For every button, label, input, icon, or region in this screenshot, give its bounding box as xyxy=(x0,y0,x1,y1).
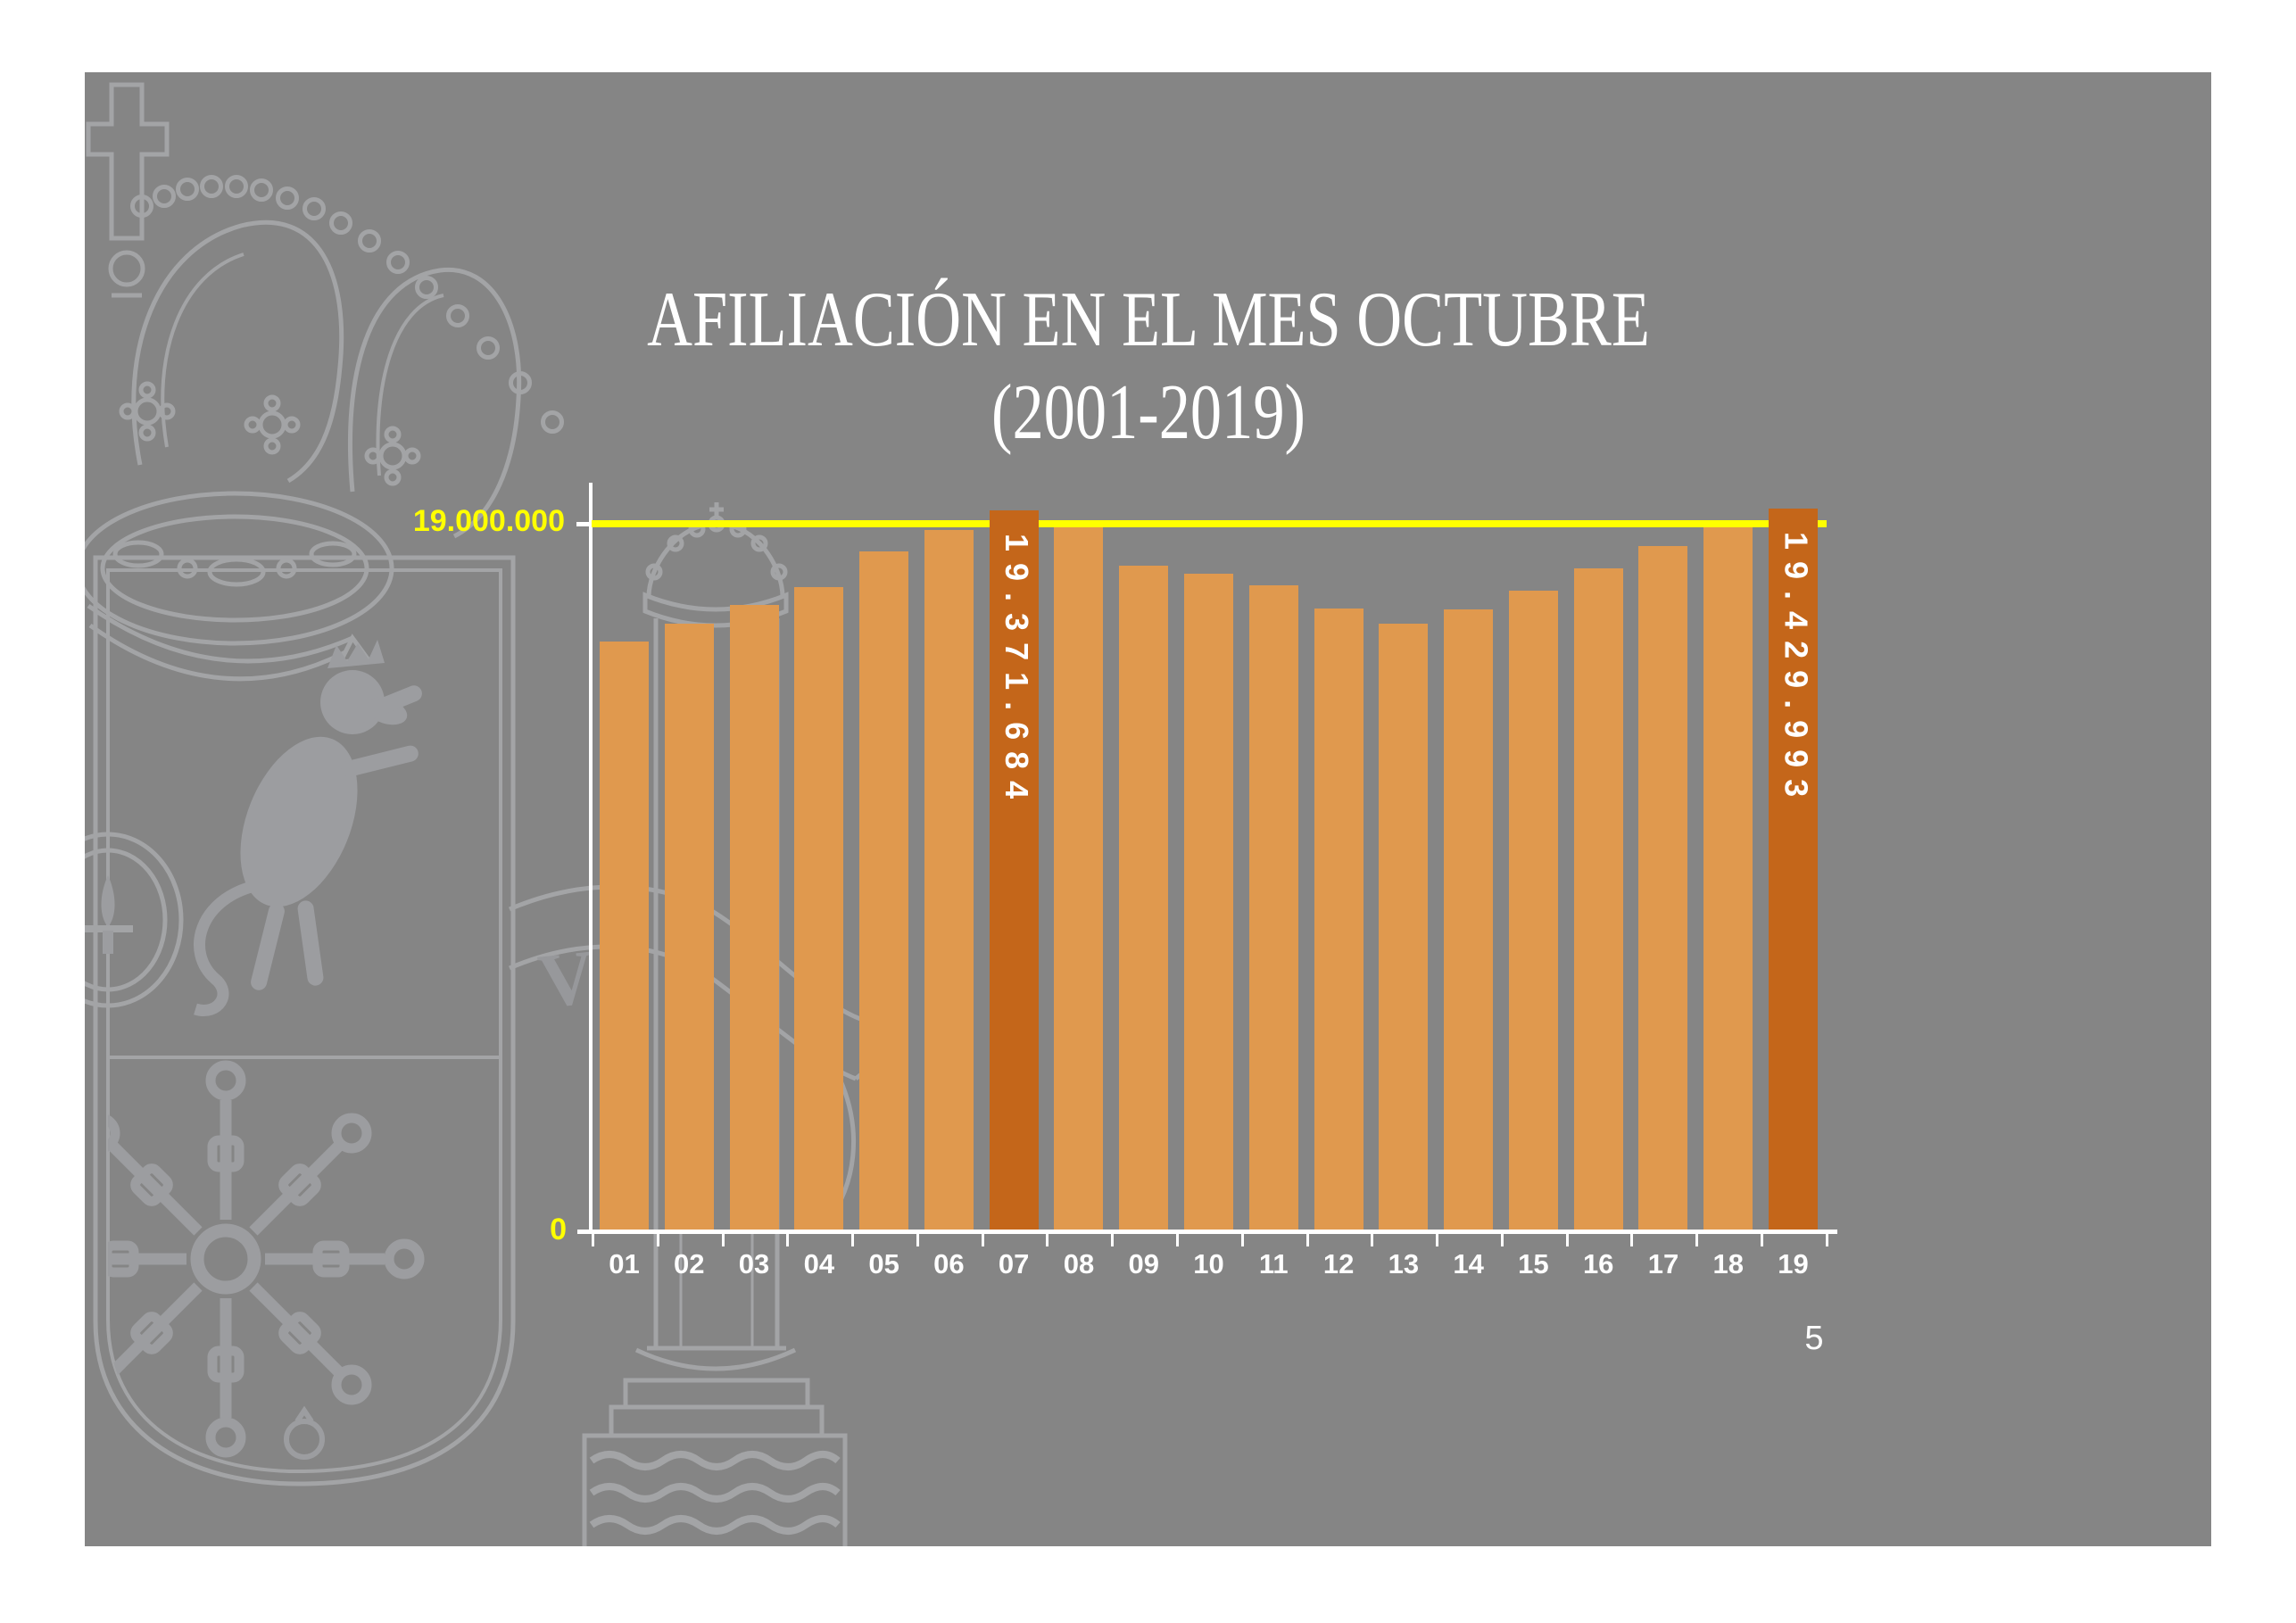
bar-17 xyxy=(1638,546,1688,1232)
x-axis-label-03: 03 xyxy=(738,1248,770,1279)
x-axis-label-01: 01 xyxy=(609,1248,640,1279)
x-axis-tick xyxy=(1111,1234,1115,1246)
x-axis-tick xyxy=(592,1234,594,1246)
bar-11 xyxy=(1248,585,1298,1232)
bar-19 xyxy=(1769,509,1819,1232)
x-axis-label-07: 07 xyxy=(998,1248,1030,1279)
x-axis-tick xyxy=(1046,1234,1049,1246)
x-axis-label-13: 13 xyxy=(1388,1248,1420,1279)
x-axis-label-11: 11 xyxy=(1258,1248,1289,1279)
y-axis-label-0: 0 xyxy=(550,1213,567,1246)
x-axis-label-19: 19 xyxy=(1778,1248,1809,1279)
bar-16 xyxy=(1573,568,1623,1232)
x-axis-tick xyxy=(1176,1234,1180,1246)
bar-03 xyxy=(729,605,779,1232)
fleur-de-lis-icon xyxy=(101,875,115,927)
bar-15 xyxy=(1508,591,1558,1232)
chains-pattern xyxy=(108,1060,425,1460)
crown-pearls xyxy=(130,175,564,434)
reference-line-19000000 xyxy=(592,520,1827,527)
x-axis-label-15: 15 xyxy=(1518,1248,1549,1279)
bar-08 xyxy=(1054,525,1104,1232)
cross-icon xyxy=(86,82,170,241)
bar-09 xyxy=(1119,566,1169,1232)
bar-14 xyxy=(1444,609,1494,1232)
page-number: 5 xyxy=(1804,1320,1824,1357)
bar-04 xyxy=(794,587,844,1232)
x-axis-tick xyxy=(916,1234,919,1246)
x-axis-tick xyxy=(1825,1234,1828,1246)
x-axis-tick xyxy=(1371,1234,1374,1246)
x-axis-label-04: 04 xyxy=(803,1248,835,1279)
slide: V AFILIACIÓN EN EL MES OCTUBRE (2001-201… xyxy=(85,72,2211,1546)
x-axis-label-06: 06 xyxy=(933,1248,965,1279)
x-axis-tick xyxy=(1565,1234,1569,1246)
x-axis-tick xyxy=(656,1234,659,1246)
x-axis-label-10: 10 xyxy=(1193,1248,1224,1279)
shield-outline xyxy=(93,555,516,1486)
bar-06 xyxy=(924,530,974,1232)
x-axis-tick xyxy=(851,1234,855,1246)
bar-12 xyxy=(1314,609,1364,1232)
x-axis-label-08: 08 xyxy=(1063,1248,1095,1279)
x-axis-tick xyxy=(1305,1234,1309,1246)
x-axis-tick xyxy=(1630,1234,1634,1246)
bar-02 xyxy=(664,624,714,1232)
x-axis-tick xyxy=(786,1234,790,1246)
x-axis-label-17: 17 xyxy=(1647,1248,1679,1279)
svg-text:V: V xyxy=(535,933,599,1024)
crown-ornaments xyxy=(119,381,421,486)
bar-13 xyxy=(1379,624,1429,1232)
x-axis-tick xyxy=(1695,1234,1699,1246)
x-axis-tick xyxy=(721,1234,725,1246)
x-axis-label-02: 02 xyxy=(674,1248,705,1279)
bar-chart: 19.000.000 0 19.371.684 19.429.993 01 02 03… xyxy=(85,72,2211,1546)
x-axis-tick xyxy=(1500,1234,1504,1246)
y-axis-tick-19000000 xyxy=(576,522,590,526)
chart-title-line2: (2001-2019) xyxy=(991,369,1305,456)
x-axis-line xyxy=(577,1230,1837,1234)
bar-value-label-19: 19.429.993 xyxy=(1778,532,1815,809)
x-axis-label-16: 16 xyxy=(1582,1248,1614,1279)
x-axis-tick xyxy=(1436,1234,1439,1246)
lion-silhouette xyxy=(194,640,422,1016)
bar-value-label-07: 19.371.684 xyxy=(999,534,1036,811)
x-axis-label-05: 05 xyxy=(868,1248,899,1279)
bar-18 xyxy=(1703,526,1753,1232)
x-axis-tick xyxy=(981,1234,984,1246)
x-axis-label-12: 12 xyxy=(1322,1248,1355,1279)
x-axis-tick xyxy=(1240,1234,1244,1246)
bar-10 xyxy=(1184,574,1234,1232)
y-axis-label-19000000: 19.000.000 xyxy=(412,504,565,538)
y-axis-line xyxy=(589,483,593,1234)
x-axis-tick xyxy=(1761,1234,1764,1246)
bar-05 xyxy=(859,551,909,1232)
x-axis-label-09: 09 xyxy=(1128,1248,1159,1279)
x-axis-label-14: 14 xyxy=(1453,1248,1484,1279)
chart-title-line1: AFILIACIÓN EN EL MES OCTUBRE xyxy=(647,277,1650,363)
bar-07 xyxy=(989,510,1039,1232)
bar-01 xyxy=(600,642,649,1232)
x-axis-label-18: 18 xyxy=(1712,1248,1744,1279)
chart-title: AFILIACIÓN EN EL MES OCTUBRE (2001-2019) xyxy=(577,274,1720,460)
